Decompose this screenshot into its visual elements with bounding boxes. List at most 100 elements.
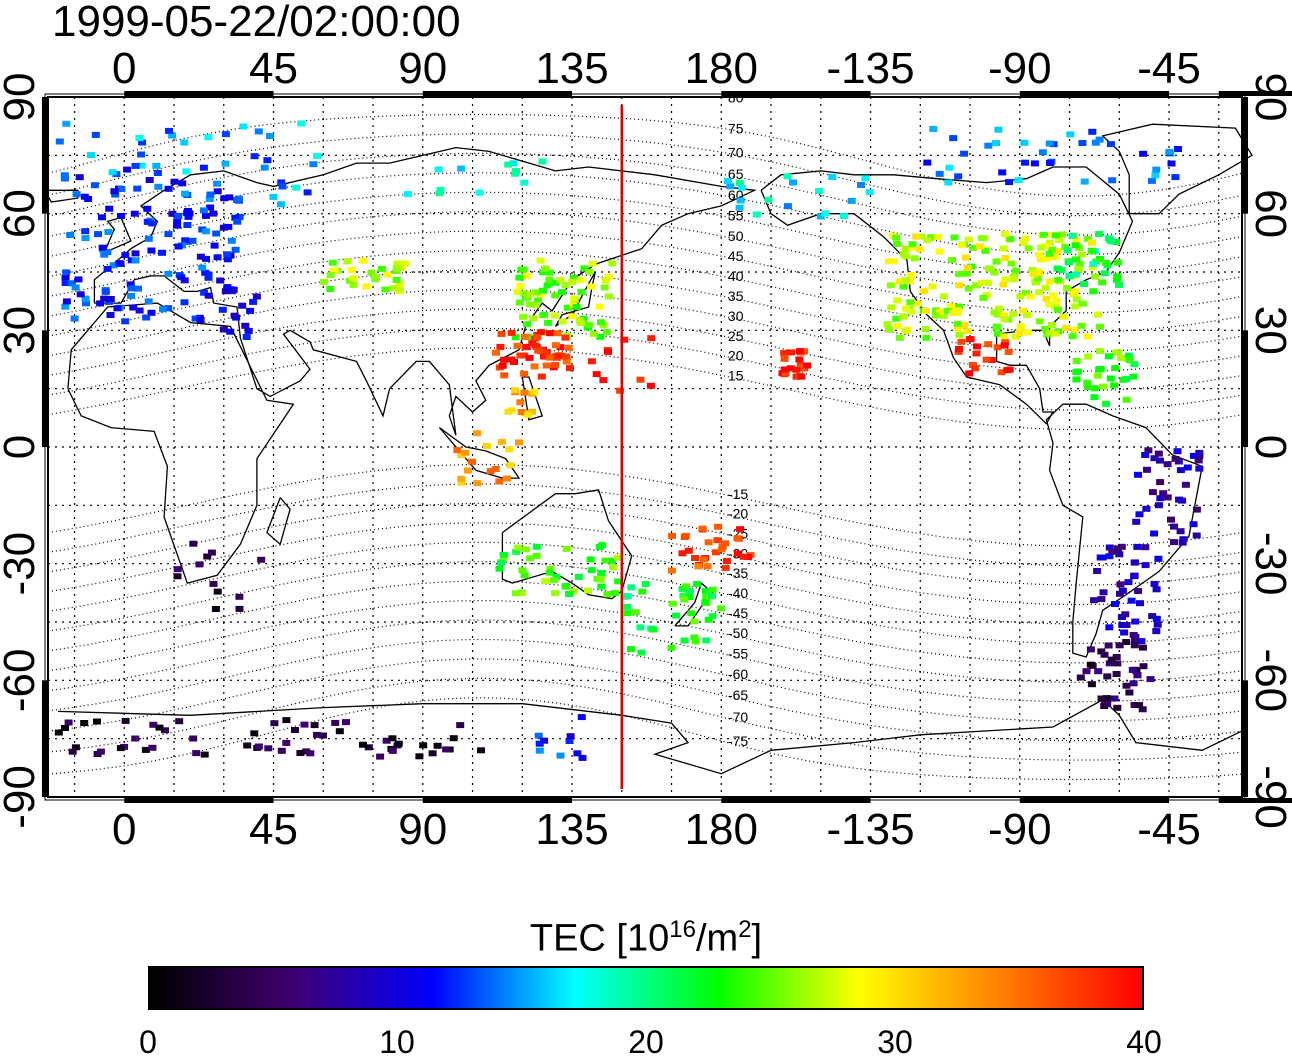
tec-observation-siberia (520, 179, 529, 186)
tec-observation-south-pacific (699, 556, 708, 563)
tec-observation-scandinavia (221, 160, 230, 167)
tec-observation-caribbean (1124, 352, 1133, 359)
tec-observation-west-pacific (604, 348, 613, 355)
tec-observation-tasman (620, 593, 629, 600)
tec-observation-japan-korea (569, 274, 578, 281)
tec-observation-brazil (1170, 523, 1178, 530)
tec-observation-argentina (1131, 559, 1139, 566)
tec-observation-north-america-east (1100, 270, 1109, 277)
tec-observation-scandinavia (135, 135, 144, 141)
tec-observation-north-america (1048, 292, 1057, 299)
magnetic-latitude-label: -60 (728, 666, 748, 682)
magnetic-latitude-contour (47, 541, 1243, 625)
tec-observation-north-america (1026, 293, 1035, 300)
tec-observation-north-america (895, 278, 904, 285)
tec-observation-australia (611, 590, 620, 596)
tec-observation-middle-east (330, 267, 339, 274)
coastline (44, 189, 79, 203)
tec-observation-north-america (883, 321, 892, 328)
tec-observation-scandinavia (181, 190, 190, 197)
tec-observation-japan-korea (596, 319, 605, 326)
tec-observation-europe (81, 228, 90, 235)
tec-observation-mediterranean (221, 288, 230, 295)
tec-observation-australia (609, 564, 617, 571)
tec-observation-north-america (921, 326, 930, 333)
tec-observation-scandinavia (269, 193, 278, 200)
tec-observation-antarctica (306, 750, 315, 757)
tec-observation-north-america (1019, 307, 1028, 314)
tec-observation-alaska (735, 179, 744, 186)
magnetic-latitude-contour (47, 522, 1243, 606)
tec-observation-north-america (907, 308, 916, 315)
tec-observation-china-south (525, 354, 534, 361)
tec-observation-north-america (975, 243, 984, 250)
coastline (1101, 123, 1253, 215)
tec-observation-north-america (949, 309, 958, 316)
tec-observation-north-america (963, 328, 972, 334)
tec-observation-south-pacific (703, 563, 712, 570)
bottom-longitude-label: 180 (685, 805, 758, 854)
tec-observation-china-south (536, 329, 545, 336)
tec-observation-scandinavia (153, 170, 162, 176)
tec-observation-west-pacific (587, 358, 596, 365)
tec-observation-europe (200, 289, 209, 296)
tec-observation-north-america (1051, 232, 1060, 239)
tec-observation-north-america (1062, 324, 1070, 331)
tec-observation-japan-korea (540, 311, 549, 318)
coastline (1045, 403, 1203, 658)
tec-observation-scandinavia (303, 189, 312, 196)
tec-observation-japan-korea (551, 292, 560, 299)
tec-observation-scandinavia (180, 139, 189, 146)
coastline (103, 216, 132, 254)
tec-observation-europe (183, 222, 192, 228)
tec-observation-canada-north (935, 170, 944, 177)
tec-observation-canada-north (1108, 177, 1117, 184)
bottom-longitude-label: -135 (826, 805, 914, 854)
tec-observation-canada-north (998, 169, 1007, 176)
tec-observation-middle-east (367, 269, 376, 276)
tec-observation-tasman (641, 581, 650, 587)
tec-observation-australia (511, 590, 520, 597)
colorbar-title-prefix: TEC [10 (529, 917, 670, 960)
tec-observation-north-america (963, 264, 972, 271)
tec-observation-middle-east (328, 259, 337, 266)
tec-observation-patagonia (1128, 666, 1137, 673)
magnetic-latitude-label: -20 (728, 506, 748, 522)
tec-observation-tasman (631, 609, 640, 616)
tec-observation-north-america (906, 278, 914, 285)
tec-observation-south-pacific (667, 567, 676, 574)
tec-observation-north-america (999, 245, 1008, 252)
tec-observation-north-america-east (1115, 281, 1123, 288)
tec-observation-europe (144, 235, 153, 242)
tec-observation-china-south (500, 372, 509, 379)
tec-observation-mediterranean (244, 327, 253, 334)
tec-observation-europe (233, 197, 242, 203)
tec-observation-mexico (971, 365, 980, 372)
tec-observation-north-america (992, 258, 1001, 265)
tec-observation-north-america (913, 300, 922, 307)
tec-observation-north-america (899, 251, 908, 258)
tec-observation-scandinavia (250, 153, 259, 160)
tec-observation-japan-korea (515, 299, 524, 306)
tec-observation-north-america (999, 281, 1008, 288)
tec-observation-australia (521, 546, 530, 553)
tec-observation-brazil (1195, 449, 1204, 456)
tec-observation-australia (532, 543, 541, 550)
tec-observation-europe (143, 218, 152, 225)
tec-observation-antarctica (376, 753, 385, 760)
tec-observation-alaska (861, 175, 870, 182)
tec-observation-antarctica (335, 728, 344, 735)
tec-observation-africa-south (213, 588, 222, 595)
tec-observation-patagonia (1105, 660, 1114, 667)
tec-observation-north-america (1042, 295, 1051, 302)
tec-observation-canada-north (1148, 177, 1156, 184)
tec-observation-south-pacific (678, 550, 687, 557)
tec-observation-south-pacific (714, 523, 723, 530)
tec-observation-australia (586, 556, 595, 563)
magnetic-latitude-contour (47, 463, 1243, 547)
tec-observation-japan-korea (572, 304, 581, 311)
magnetic-latitude-label: -75 (728, 733, 748, 749)
tec-observation-north-america (1000, 333, 1009, 340)
tec-observation-scandinavia (131, 162, 140, 169)
tec-observation-indonesia (473, 480, 482, 487)
